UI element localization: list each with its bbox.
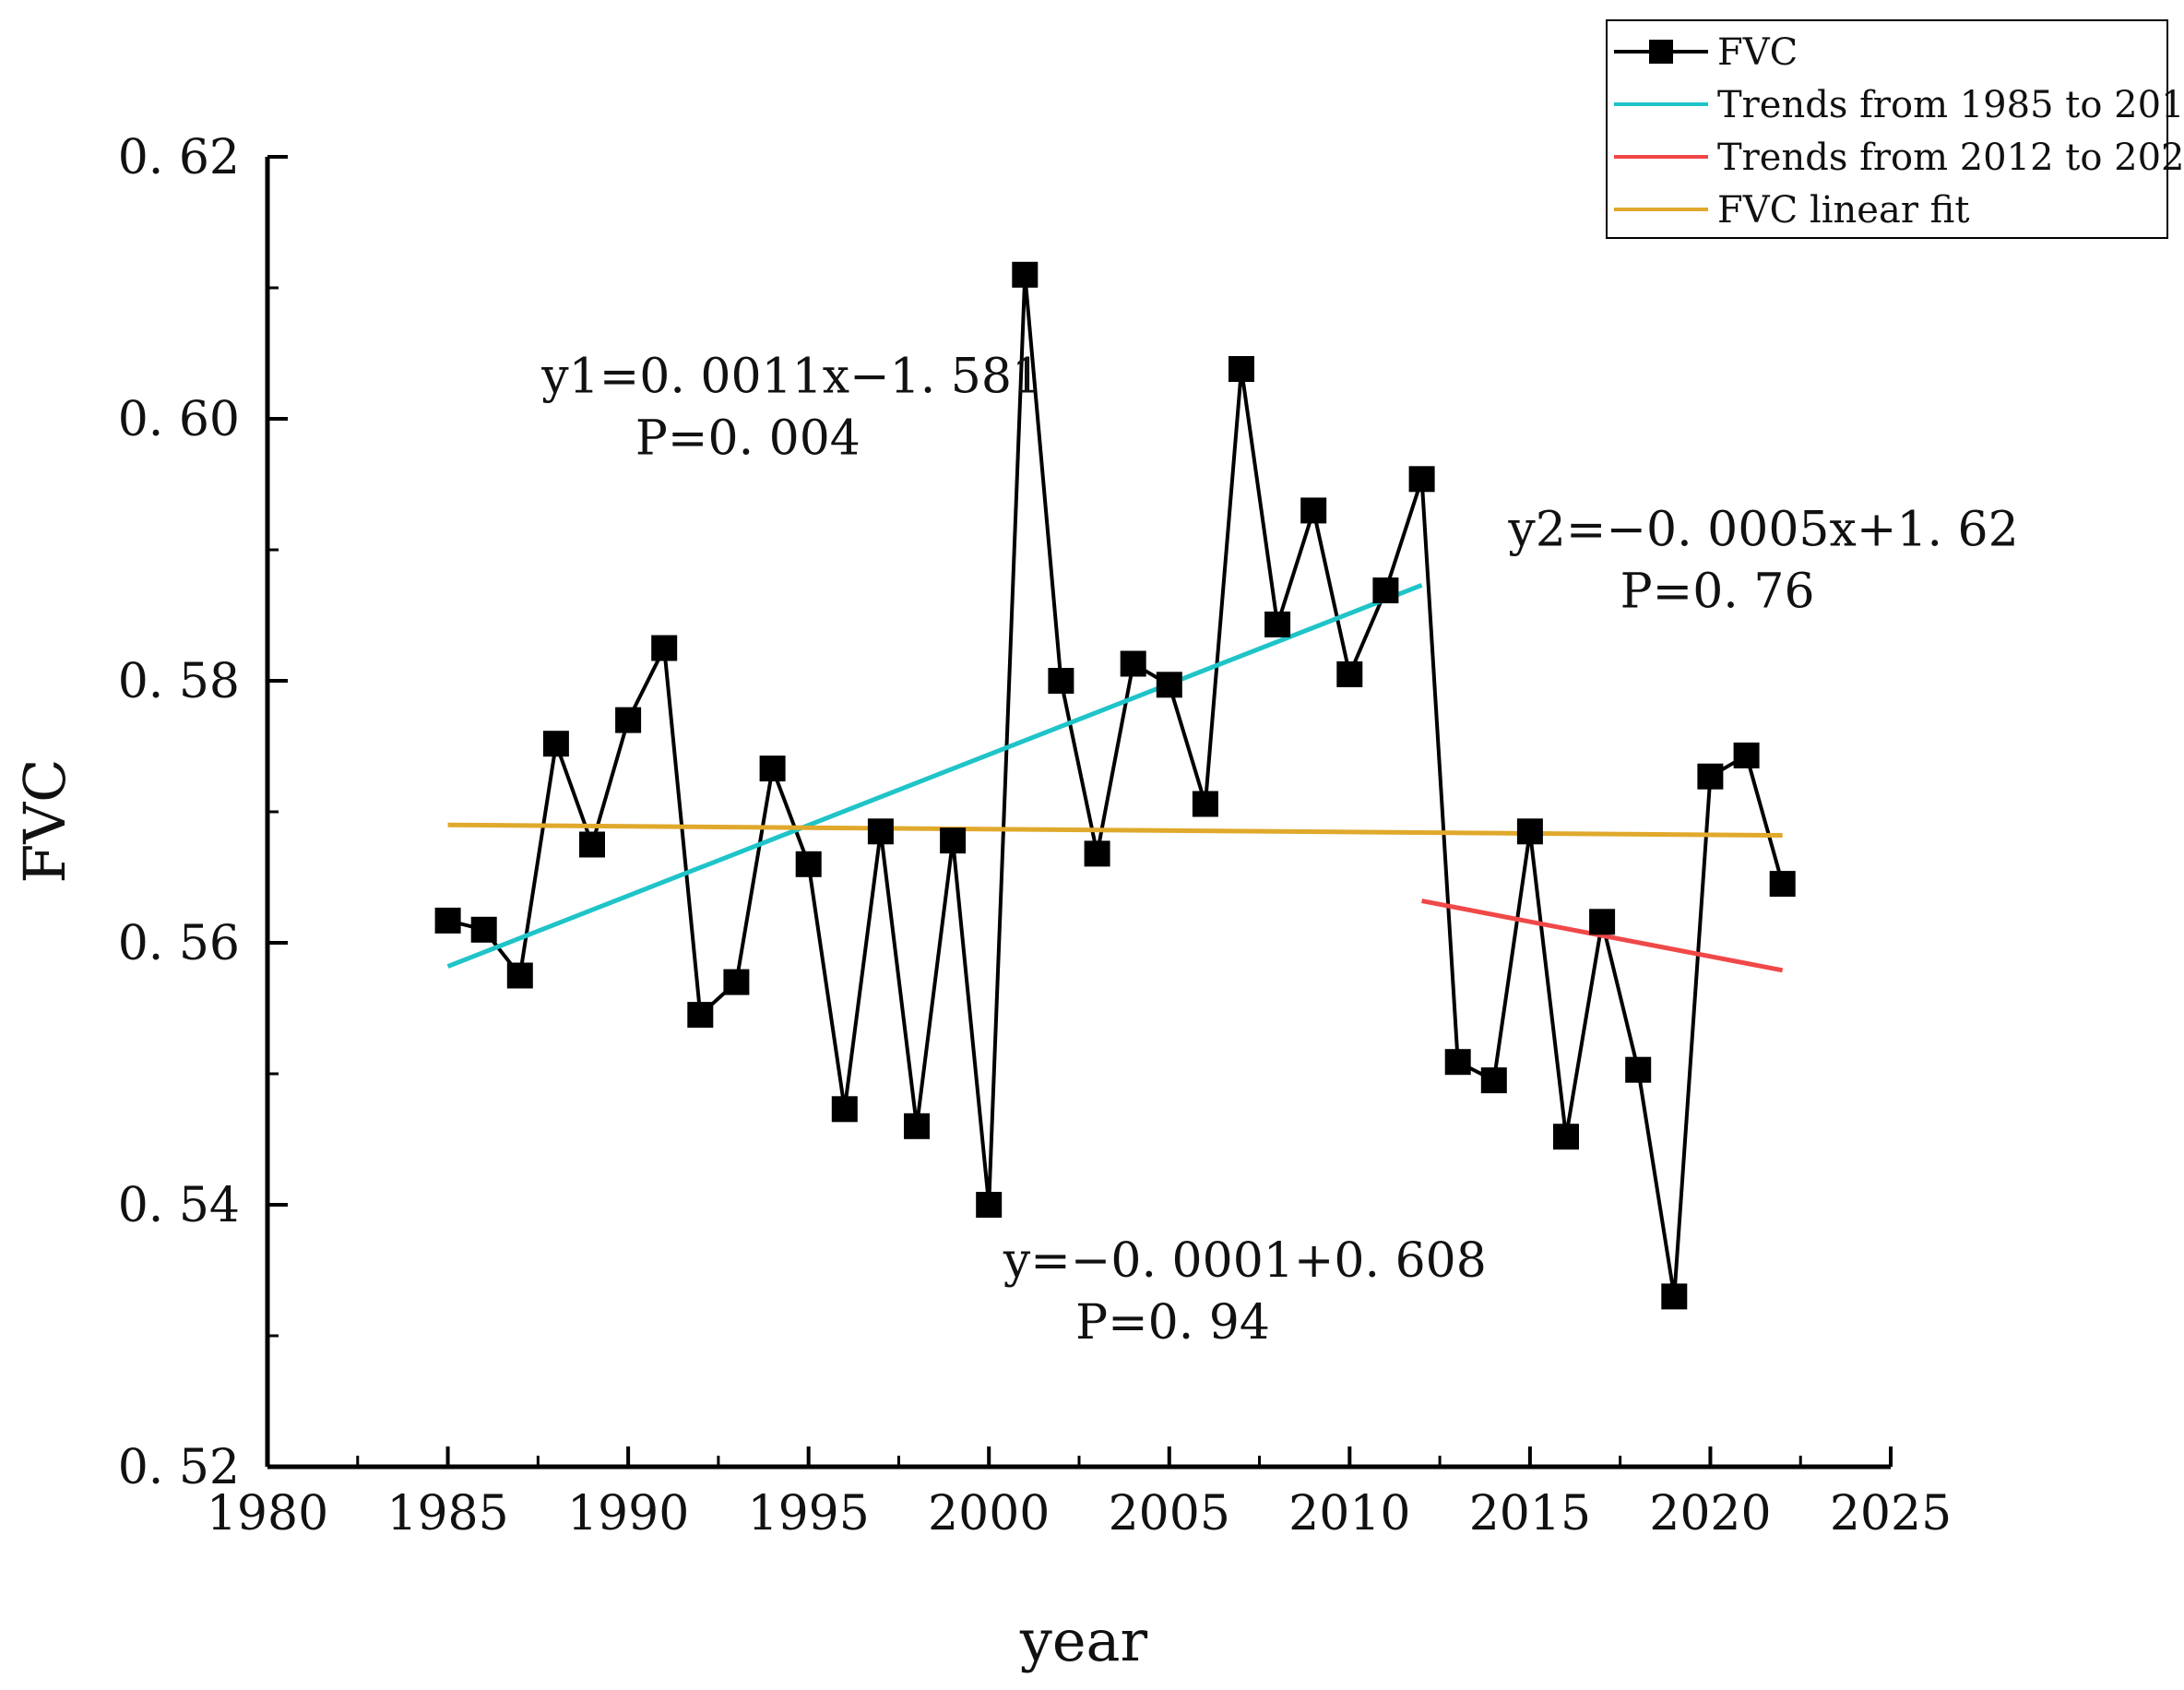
fvc-point-1985	[434, 907, 461, 934]
fvc-point-1995	[795, 851, 822, 877]
fvc-point-1999	[940, 827, 967, 854]
x-tick-label-1980: 1980	[207, 1486, 328, 1541]
fvc-markers	[434, 261, 1796, 1310]
fvc-point-2014	[1480, 1067, 1507, 1094]
fvc-point-1989	[579, 831, 605, 858]
fvc-point-1987	[506, 962, 533, 989]
legend-box	[1606, 19, 2168, 239]
x-tick-label-1990: 1990	[567, 1486, 689, 1541]
fvc-point-2009	[1300, 497, 1327, 524]
annotation-y1-p: P=0. 004	[635, 411, 861, 466]
x-tick-label-2015: 2015	[1469, 1486, 1591, 1541]
trend-line-3	[447, 822, 1783, 839]
fvc-point-2006	[1192, 791, 1218, 817]
x-tick-label-2005: 2005	[1109, 1486, 1230, 1541]
fvc-point-2007	[1228, 356, 1254, 382]
annotation-y1-eq: y1=0. 0011x−1. 581	[540, 350, 1042, 405]
legend-marker-0	[1649, 40, 1673, 64]
fvc-point-2010	[1336, 661, 1363, 687]
fvc-point-1990	[615, 707, 642, 733]
fit-lines	[446, 583, 1784, 973]
legend-label-3: FVC linear fit	[1717, 189, 1969, 232]
y-tick-label-4: 0. 60	[118, 392, 240, 447]
x-tick-label-1985: 1985	[386, 1486, 508, 1541]
legend: FVC Trends from 1985 to 2012 Trends from 2…	[1606, 19, 2184, 239]
fvc-point-1992	[687, 1002, 714, 1029]
y-tick-label-0: 0. 52	[118, 1440, 240, 1495]
fvc-point-2002	[1048, 668, 1074, 694]
x-tick-label-2010: 2010	[1288, 1486, 1410, 1541]
y-tick-label-1: 0. 54	[118, 1178, 240, 1233]
x-tick-label-2000: 2000	[928, 1486, 1050, 1541]
fvc-point-2015	[1516, 818, 1543, 845]
trend-line-2	[1421, 899, 1784, 973]
annotation-y-eq: y=−0. 0001+0. 608	[1003, 1233, 1487, 1289]
fvc-point-2012	[1408, 466, 1435, 493]
fvc-point-1986	[470, 916, 497, 943]
fvc-point-2019	[1661, 1283, 1688, 1310]
y-tick-label-2: 0. 56	[118, 916, 240, 971]
fvc-point-2017	[1589, 909, 1616, 935]
fvc-point-2013	[1444, 1049, 1471, 1076]
fvc-point-1993	[723, 969, 750, 995]
fvc-point-1991	[651, 635, 678, 661]
y-tick-label-3: 0. 58	[118, 654, 240, 709]
x-tick-label-2020: 2020	[1649, 1486, 1771, 1541]
fvc-point-2003	[1084, 840, 1110, 867]
y-tick-label-5: 0. 62	[118, 130, 240, 185]
fvc-line	[447, 274, 1785, 1297]
fvc-point-2020	[1697, 763, 1724, 790]
fvc-point-2008	[1264, 611, 1291, 637]
fvc-point-1997	[867, 818, 894, 845]
legend-label-0: FVC	[1717, 31, 1798, 74]
fvc-point-2016	[1553, 1124, 1579, 1150]
fvc-point-2005	[1156, 672, 1182, 698]
fvc-point-2021	[1733, 742, 1760, 768]
fvc-series	[447, 274, 1785, 1297]
fvc-point-2022	[1769, 871, 1796, 898]
fvc-point-2001	[1012, 261, 1039, 288]
y-axis-title: FVC	[11, 758, 78, 883]
x-tick-label-1995: 1995	[747, 1486, 869, 1541]
annotation-y2-eq: y2=−0. 0005x+1. 62	[1507, 503, 2018, 558]
x-tick-label-2025: 2025	[1830, 1486, 1952, 1541]
legend-label-1: Trends from 1985 to 2012	[1717, 84, 2184, 126]
annotation-y-p: P=0. 94	[1075, 1295, 1270, 1351]
fvc-point-1994	[759, 756, 786, 782]
x-axis-title: year	[1019, 1607, 1148, 1674]
legend-label-2: Trends from 2012 to 2022	[1717, 137, 2184, 179]
fvc-point-1996	[831, 1096, 858, 1123]
fvc-point-2004	[1120, 650, 1146, 677]
fvc-point-2018	[1625, 1056, 1652, 1083]
annotations: y1=0. 0011x−1. 581 P=0. 004 y2=−0. 0005x+1…	[540, 350, 2018, 1351]
fvc-point-2011	[1372, 577, 1399, 603]
axes: 1980 1985 1990 1995 2000 2005 2010 2015 2020 2025…	[11, 130, 1952, 1674]
annotation-y2-p: P=0. 76	[1620, 564, 1815, 619]
trend-line-1	[446, 583, 1423, 969]
fvc-point-1998	[904, 1113, 930, 1139]
fvc-point-1988	[542, 731, 569, 757]
fvc-point-2000	[976, 1192, 1003, 1218]
